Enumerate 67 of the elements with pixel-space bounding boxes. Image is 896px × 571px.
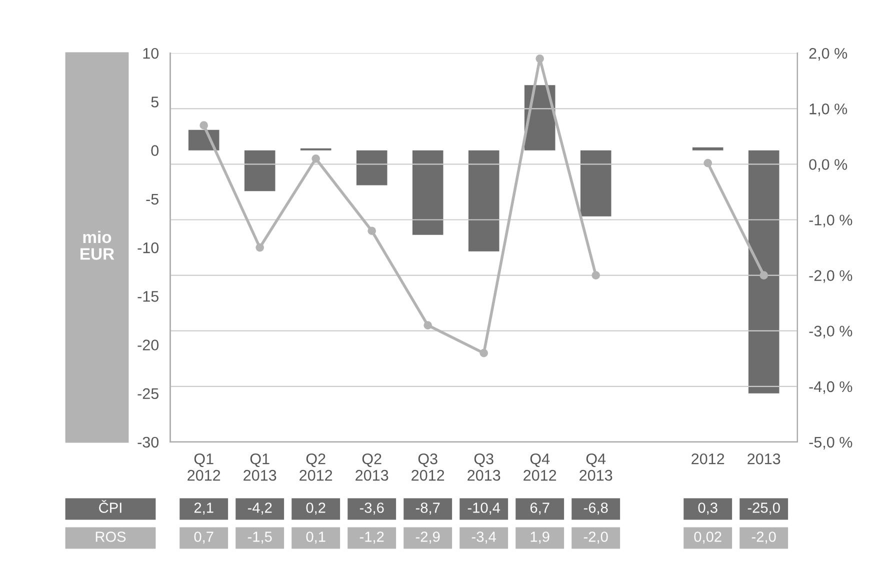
bar <box>356 150 388 186</box>
data-label: -4,2 <box>248 502 272 515</box>
y2-tick-label: -5,0 % <box>809 436 852 450</box>
data-label: 0,7 <box>194 532 214 544</box>
y-tick-label: -10 <box>138 242 159 254</box>
y-tick-label: 5 <box>151 96 158 108</box>
text: ČPI <box>99 500 122 513</box>
point <box>480 348 488 358</box>
point <box>592 271 600 280</box>
x-tick-label: Q3 2013 <box>468 453 500 481</box>
data-label: 6,7 <box>530 502 550 515</box>
bar <box>580 150 612 216</box>
y2-tick-label: -3,0 % <box>809 326 852 338</box>
point <box>312 154 320 163</box>
x-tick-label: Q1 2012 <box>188 453 220 481</box>
data-label: -2,9 <box>416 532 440 544</box>
bar <box>244 150 276 192</box>
y-tick-label: -30 <box>138 436 159 448</box>
y2-tick-label: 2,0 % <box>809 48 848 61</box>
y2-tick-label: -4,0 % <box>809 381 852 394</box>
data-label: -1,5 <box>248 532 272 544</box>
point <box>536 54 544 63</box>
x-tick-label: Q2 2013 <box>356 453 388 481</box>
data-label: -2,0 <box>584 532 608 544</box>
x-tick-label: Q4 2013 <box>580 453 612 481</box>
data-label: 0,3 <box>698 502 718 515</box>
y-axis-title: mio EUR <box>80 230 114 260</box>
x-tick-label: 2013 <box>748 453 780 464</box>
point <box>256 243 264 252</box>
bar <box>468 150 500 252</box>
data-label: -3,6 <box>360 502 384 515</box>
data-label: 1,9 <box>530 532 550 544</box>
y2-tick-label: -2,0 % <box>809 270 852 283</box>
point <box>424 321 432 330</box>
data-label: -1,2 <box>360 532 384 544</box>
y-tick-label: -25 <box>138 388 158 400</box>
data-label: 0,1 <box>306 532 326 544</box>
data-label: -2,0 <box>752 532 776 544</box>
y-tick-label: -15 <box>138 291 158 302</box>
y2-tick-label: 0,0 % <box>809 159 848 172</box>
x-tick-label: Q4 2012 <box>524 453 556 481</box>
data-label: 2,1 <box>194 502 214 515</box>
x-tick-label: Q3 2012 <box>412 453 444 481</box>
y2-tick-label: -1,0 % <box>809 214 852 228</box>
data-label: -8,7 <box>416 502 440 515</box>
bar <box>412 150 444 235</box>
x-tick-label: Q2 2012 <box>300 453 332 481</box>
y-tick-label: -5 <box>146 194 158 205</box>
data-label: -3,4 <box>472 532 496 544</box>
point <box>368 226 376 236</box>
data-label: -6,8 <box>584 502 608 515</box>
y2-tick-label: 1,0 % <box>810 104 848 116</box>
text: ROS <box>96 532 126 542</box>
data-label: -10,4 <box>468 502 500 515</box>
y-tick-label: 0 <box>151 145 159 156</box>
bar <box>748 150 780 394</box>
y-tick-label: -20 <box>138 340 159 350</box>
y-tick-label: 10 <box>143 48 159 59</box>
point <box>760 271 768 280</box>
data-label: 0,02 <box>694 532 722 544</box>
data-label: 0,2 <box>306 502 326 515</box>
bar <box>692 147 724 150</box>
x-tick-label: Q1 2013 <box>244 453 276 481</box>
data-label: -25,0 <box>748 502 780 515</box>
point <box>200 121 208 130</box>
x-tick-label: 2012 <box>692 453 724 464</box>
point <box>704 158 712 168</box>
